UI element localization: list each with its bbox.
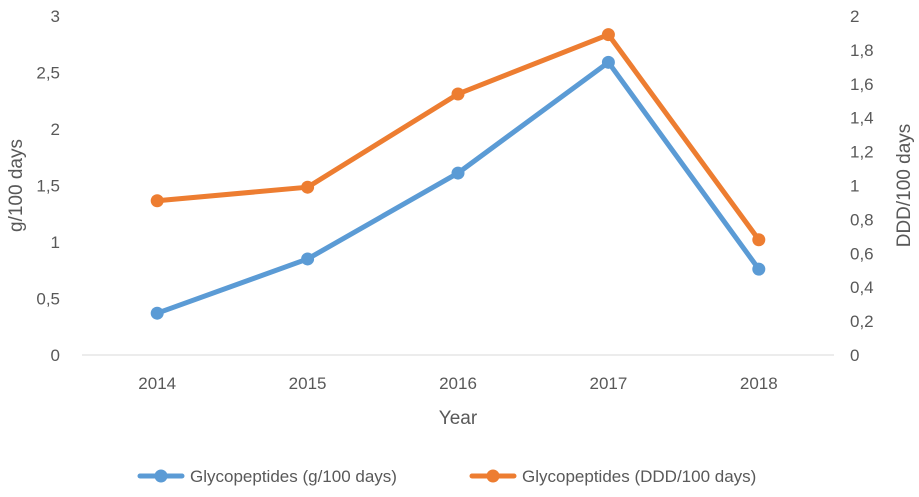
x-tick-label: 2015 <box>289 374 327 393</box>
series-1-point <box>150 306 164 320</box>
y-right-tick-label: 1 <box>850 177 859 196</box>
series-1-point <box>301 252 315 266</box>
series-2-point <box>301 180 315 194</box>
y-left-tick-label: 2,5 <box>36 64 60 83</box>
y-right-tick-label: 0,6 <box>850 244 874 263</box>
y-left-tick-label: 3 <box>51 7 60 26</box>
series-2-point <box>601 28 615 42</box>
y-left-tick-label: 0,5 <box>36 290 60 309</box>
y-left-axis-title: g/100 days <box>6 139 27 232</box>
y-right-tick-label: 1,8 <box>850 41 874 60</box>
y-left-tick-label: 1 <box>51 233 60 252</box>
series-1-point <box>601 55 615 69</box>
y-right-tick-label: 1,2 <box>850 143 874 162</box>
series-1-point <box>752 262 766 276</box>
legend-swatch-marker <box>154 469 168 483</box>
series-line-2 <box>154 32 762 243</box>
legend-label: Glycopeptides (g/100 days) <box>190 467 397 486</box>
y-right-tick-label: 0,2 <box>850 312 874 331</box>
legend-swatch-marker <box>486 469 500 483</box>
series-1-point <box>451 166 465 180</box>
x-tick-label: 2016 <box>439 374 477 393</box>
x-tick-label: 2017 <box>589 374 627 393</box>
y-right-axis-title: DDD/100 days <box>894 124 915 248</box>
x-tick-label: 2014 <box>138 374 176 393</box>
y-right-tick-label: 2 <box>850 7 859 26</box>
series-2-point <box>451 87 465 101</box>
y-right-tick-label: 0,8 <box>850 210 874 229</box>
y-left-tick-label: 1,5 <box>36 177 60 196</box>
legend-label: Glycopeptides (DDD/100 days) <box>522 467 756 486</box>
y-right-tick-label: 1,4 <box>850 109 874 128</box>
y-right-tick-label: 0 <box>850 346 859 365</box>
y-right-tick-label: 0,4 <box>850 278 874 297</box>
series-2-point <box>752 233 766 247</box>
x-tick-label: 2018 <box>740 374 778 393</box>
y-left-tick-label: 2 <box>51 120 60 139</box>
series-2-point <box>150 194 164 208</box>
y-right-tick-label: 1,6 <box>850 75 874 94</box>
x-axis-title: Year <box>439 408 478 429</box>
y-left-tick-label: 0 <box>51 346 60 365</box>
